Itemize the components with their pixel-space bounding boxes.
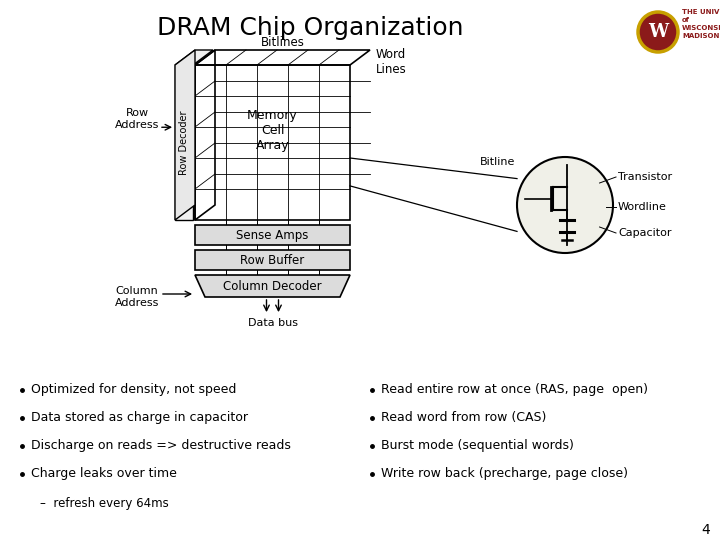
Polygon shape — [175, 50, 213, 65]
Circle shape — [638, 12, 678, 52]
Text: W: W — [648, 23, 668, 41]
Text: –  refresh every 64ms: – refresh every 64ms — [40, 497, 168, 510]
Text: Read entire row at once (RAS, page  open): Read entire row at once (RAS, page open) — [381, 383, 648, 396]
Text: Column Decoder: Column Decoder — [223, 280, 322, 293]
Text: Row Decoder: Row Decoder — [179, 110, 189, 175]
Bar — [175, 65, 193, 220]
Circle shape — [517, 157, 613, 253]
Text: Data stored as charge in capacitor: Data stored as charge in capacitor — [31, 411, 248, 424]
Text: Row
Address: Row Address — [114, 109, 159, 130]
Text: THE UNIVERSITY
of
WISCONSIN
MADISON: THE UNIVERSITY of WISCONSIN MADISON — [682, 9, 720, 39]
Text: Row Buffer: Row Buffer — [240, 253, 305, 267]
Text: Read word from row (CAS): Read word from row (CAS) — [381, 411, 546, 424]
Bar — [195, 225, 350, 245]
Text: Optimized for density, not speed: Optimized for density, not speed — [31, 383, 236, 396]
Text: Bitlines: Bitlines — [261, 36, 305, 49]
Text: Data bus: Data bus — [248, 318, 297, 328]
Bar — [195, 250, 350, 270]
Bar — [195, 65, 350, 220]
Text: Bitline: Bitline — [480, 157, 515, 167]
Text: Write row back (precharge, page close): Write row back (precharge, page close) — [381, 468, 628, 481]
Text: Memory
Cell
Array: Memory Cell Array — [247, 109, 298, 152]
Text: Sense Amps: Sense Amps — [236, 228, 309, 241]
Text: DRAM Chip Organization: DRAM Chip Organization — [157, 16, 463, 40]
Text: Charge leaks over time: Charge leaks over time — [31, 468, 177, 481]
Text: 4: 4 — [701, 523, 710, 537]
Polygon shape — [175, 50, 195, 220]
Text: Capacitor: Capacitor — [618, 228, 672, 238]
Polygon shape — [195, 275, 350, 297]
Text: Discharge on reads => destructive reads: Discharge on reads => destructive reads — [31, 440, 291, 453]
Text: Column
Address: Column Address — [114, 286, 159, 308]
Text: Burst mode (sequential words): Burst mode (sequential words) — [381, 440, 574, 453]
Text: Wordline: Wordline — [618, 202, 667, 212]
Text: Word
Lines: Word Lines — [376, 48, 407, 76]
Text: Transistor: Transistor — [618, 172, 672, 182]
